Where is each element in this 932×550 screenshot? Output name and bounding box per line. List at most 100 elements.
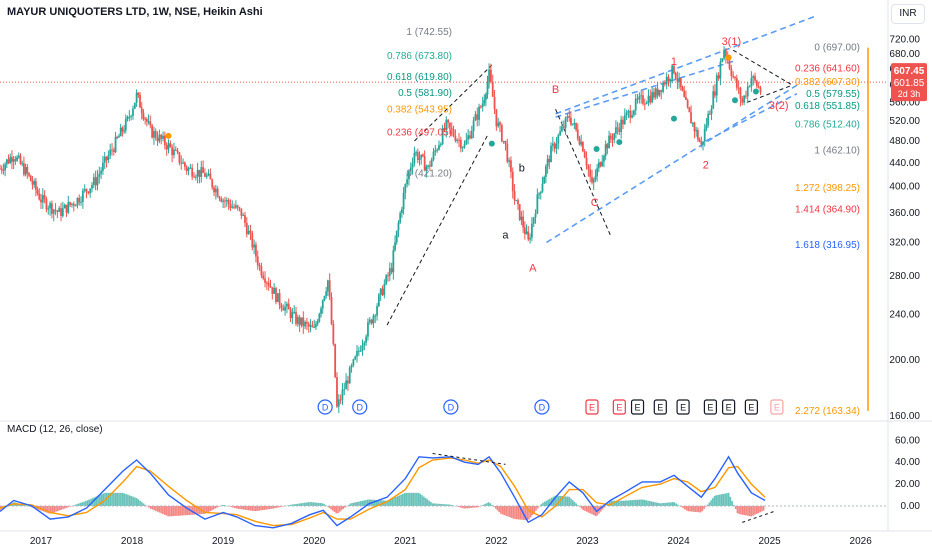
macd-histogram-bar: [451, 504, 453, 506]
macd-histogram-bar: [302, 502, 304, 506]
event-badge-label: E: [726, 403, 732, 413]
candle-body: [458, 139, 460, 141]
macd-histogram-bar: [393, 497, 395, 506]
candle-body: [213, 187, 215, 193]
macd-histogram-bar: [713, 495, 716, 506]
candle-body: [109, 149, 112, 156]
macd-tick-label: 40.00: [895, 457, 920, 468]
candle-body: [348, 367, 351, 384]
macd-histogram-bar: [338, 505, 341, 512]
candle-body: [330, 297, 333, 325]
candle-body: [522, 216, 525, 228]
macd-histogram-bar: [167, 505, 169, 517]
candle-body: [490, 69, 492, 82]
macd-histogram-bar: [699, 505, 702, 513]
macd-histogram-bar: [643, 499, 646, 506]
macd-histogram-bar: [337, 505, 339, 514]
macd-histogram-bar: [207, 505, 210, 513]
macd-histogram-bar: [710, 500, 712, 506]
candle-body: [436, 149, 439, 151]
macd-histogram-bar: [416, 492, 418, 506]
macd-histogram-bar: [78, 503, 80, 506]
macd-histogram-bar: [757, 505, 760, 514]
macd-histogram-bar: [701, 505, 704, 512]
candle-body: [551, 143, 554, 146]
macd-histogram-bar: [750, 505, 753, 517]
event-badge-label: E: [748, 403, 754, 413]
currency-button[interactable]: INR: [891, 4, 925, 24]
candle-body: [538, 193, 540, 195]
macd-histogram-bar: [144, 504, 147, 506]
candle-body: [645, 102, 648, 104]
candle-body: [599, 162, 602, 167]
candle-body: [678, 78, 680, 82]
candle-body: [265, 282, 268, 284]
candle-body: [707, 113, 710, 126]
macd-histogram-bar: [251, 505, 254, 511]
y-tick-label: 200.00: [889, 355, 920, 366]
macd-histogram-bar: [162, 505, 164, 515]
y-tick-label: 160.00: [889, 411, 920, 422]
candle-body: [449, 122, 451, 128]
candle-body: [397, 222, 400, 231]
macd-histogram-bar: [726, 493, 728, 506]
candle-body: [717, 75, 720, 79]
candle-body: [267, 282, 270, 287]
candle-body: [739, 87, 742, 99]
candle-body: [622, 119, 624, 125]
candle-body: [126, 116, 129, 119]
macd-histogram-bar: [93, 497, 96, 506]
candle-body: [676, 78, 679, 82]
candle-body: [276, 293, 279, 303]
macd-histogram-bar: [363, 500, 366, 506]
macd-histogram-bar: [316, 502, 318, 506]
candle-body: [45, 199, 48, 210]
macd-histogram-bar: [603, 505, 606, 508]
macd-histogram-bar: [118, 492, 120, 506]
candle-body: [31, 181, 34, 185]
candle-body: [132, 108, 134, 116]
macd-histogram-bar: [149, 505, 152, 509]
macd-histogram-bar: [265, 505, 268, 510]
macd-histogram-bar: [267, 505, 269, 510]
candle-body: [118, 136, 120, 138]
y-tick-label: 320.00: [889, 238, 920, 249]
candle-body: [173, 149, 175, 156]
candle-body: [144, 118, 147, 120]
macd-histogram-bar: [741, 505, 744, 515]
candle-body: [295, 311, 297, 324]
candle-body: [476, 114, 479, 120]
macd-histogram-bar: [727, 492, 730, 506]
macd-histogram-bar: [698, 505, 700, 513]
macd-histogram-bar: [270, 505, 273, 509]
macd-histogram-bar: [552, 496, 555, 506]
candle-body: [445, 119, 448, 131]
macd-histogram-bar: [107, 492, 110, 506]
candle-body: [636, 98, 639, 100]
candle-body: [160, 134, 163, 139]
macd-histogram-bar: [127, 494, 129, 506]
macd-histogram-bar: [531, 505, 534, 516]
fib-level-label: 1.618 (316.95): [795, 240, 860, 251]
candle-body: [328, 280, 331, 298]
candle-body: [564, 117, 567, 128]
candle-body: [12, 159, 15, 162]
candle-body: [703, 128, 706, 142]
candle-body: [690, 112, 692, 124]
macd-histogram-bar: [25, 505, 28, 507]
macd-line: [0, 455, 766, 529]
candle-body: [730, 68, 733, 76]
candle-body: [613, 133, 616, 140]
macd-histogram-bar: [123, 493, 126, 506]
candle-body: [320, 308, 322, 314]
candle-body: [306, 321, 308, 324]
macd-histogram-bar: [62, 505, 64, 510]
macd-histogram-bar: [216, 505, 218, 508]
candle-body: [359, 350, 362, 352]
macd-histogram-bar: [95, 496, 98, 506]
macd-histogram-bar: [407, 492, 409, 506]
macd-histogram-bar: [358, 501, 360, 506]
macd-histogram-bar: [505, 505, 507, 516]
candle-body: [313, 327, 316, 329]
